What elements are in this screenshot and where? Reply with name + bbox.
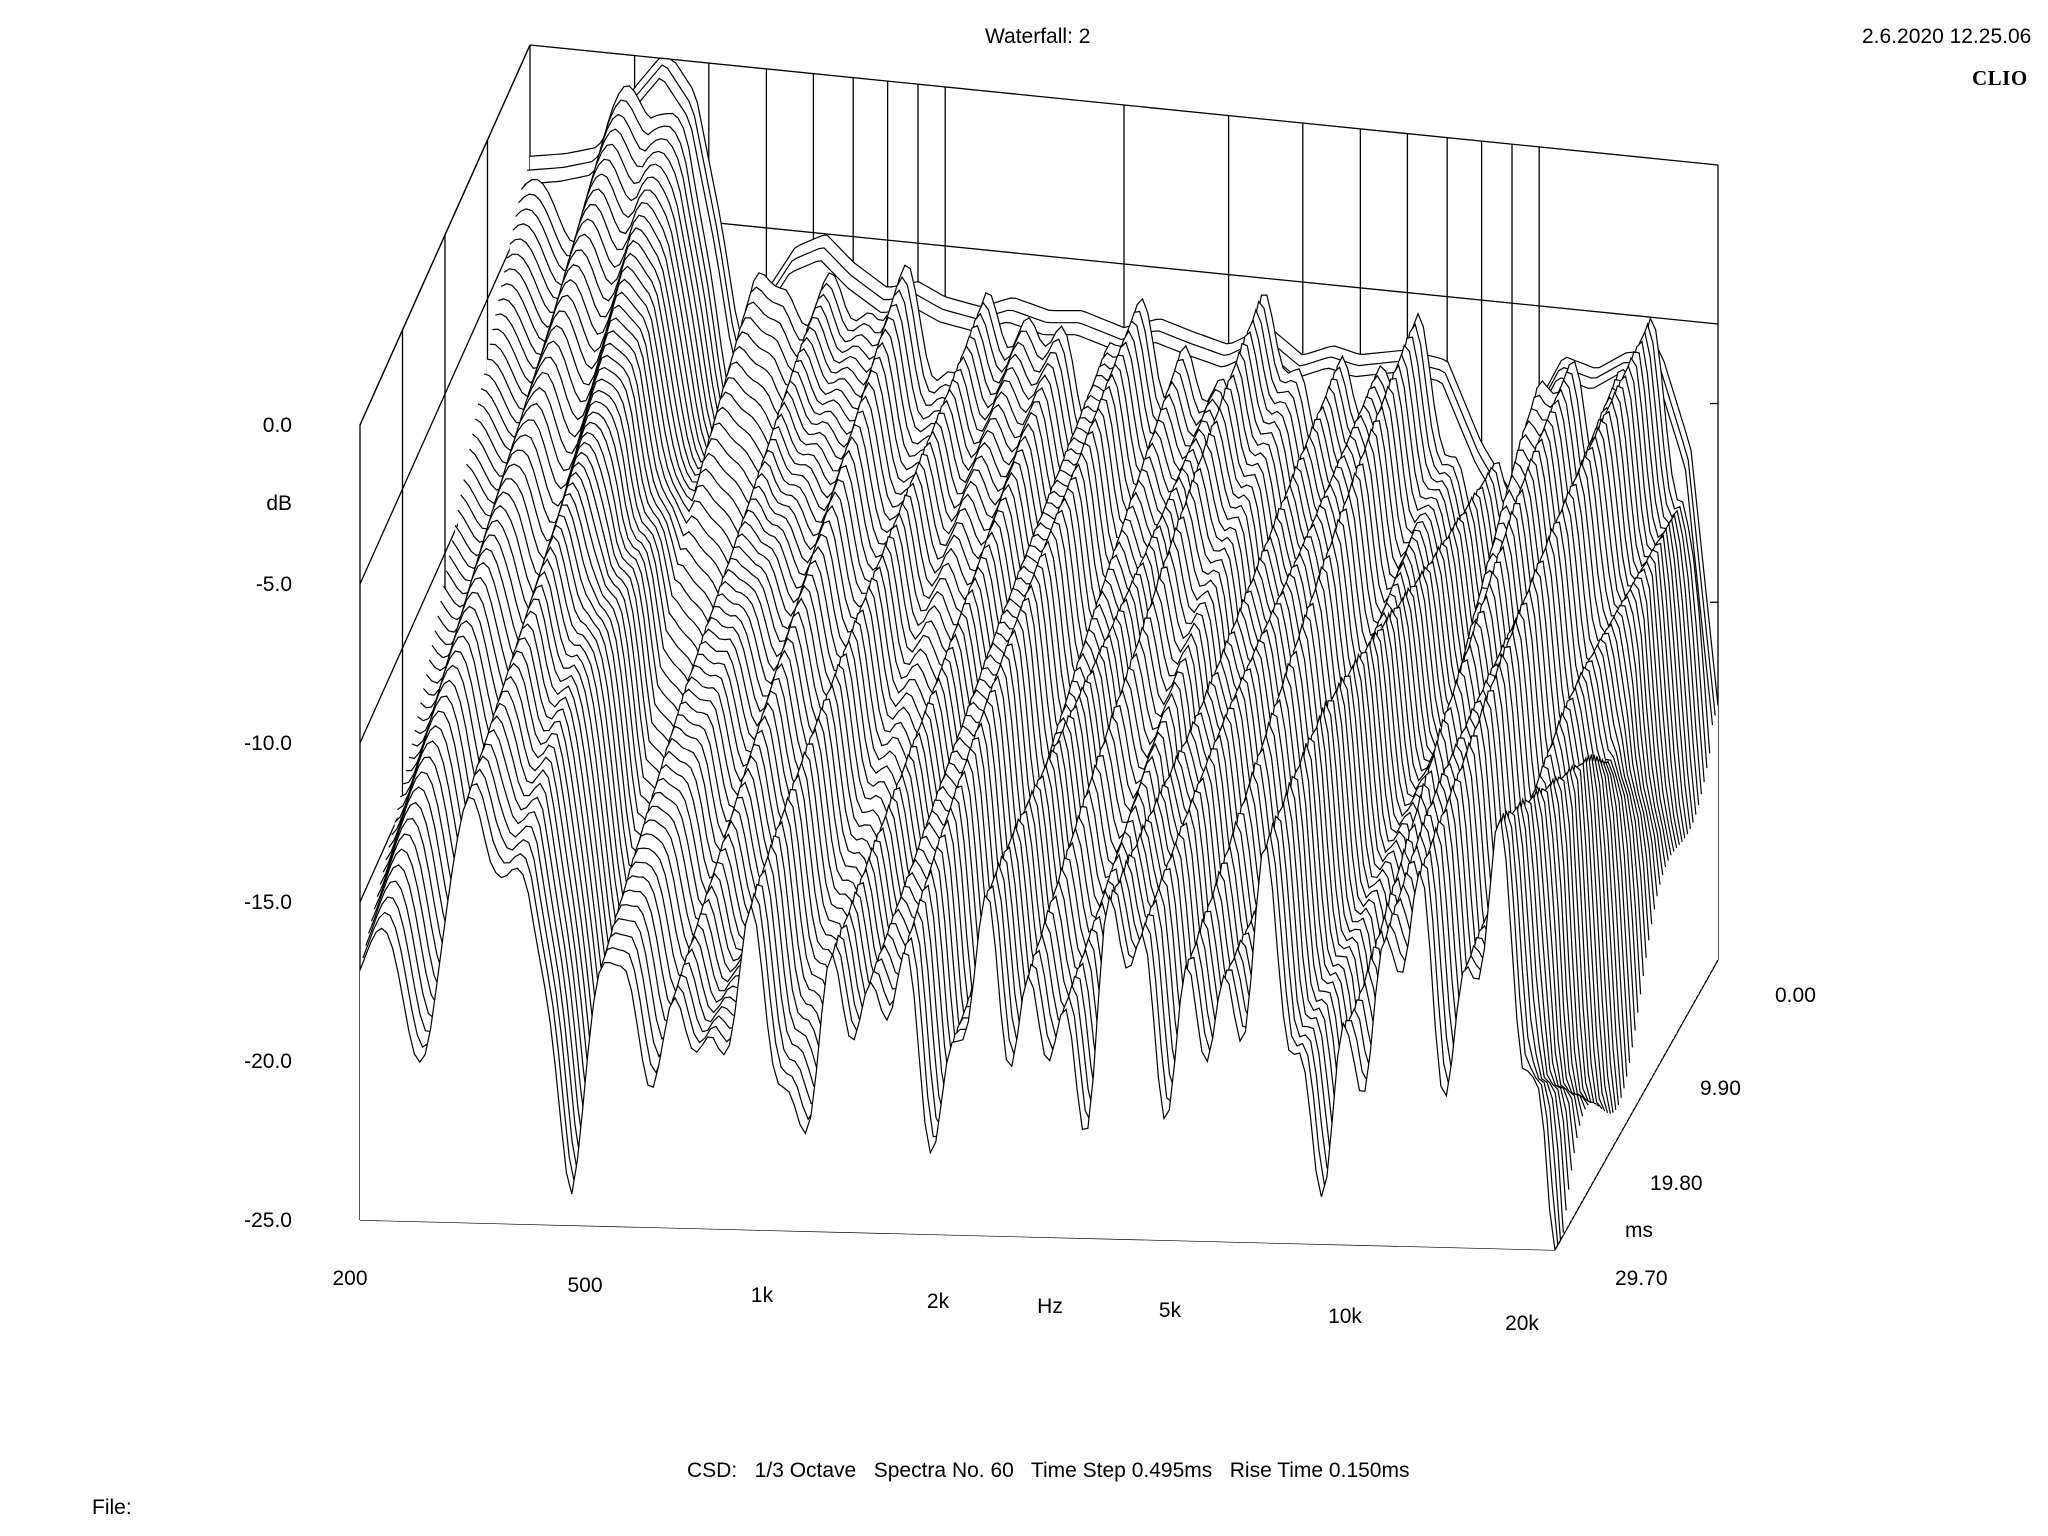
y-tick-label: -15.0: [244, 891, 292, 914]
spectra-slices: [359, 57, 1719, 1251]
spectrum-slice-60: [359, 796, 1556, 1251]
x-tick-label: 2k: [927, 1290, 950, 1313]
spectrum-slice-59: [362, 783, 1559, 1246]
spectrum-slice-55: [373, 729, 1570, 1190]
x-tick-label: 200: [332, 1267, 367, 1290]
z-tick-label: 19.80: [1650, 1172, 1703, 1195]
z-axis-label: ms: [1625, 1219, 1653, 1242]
spectrum-slice-56: [370, 743, 1567, 1211]
spectrum-slice-58: [365, 768, 1562, 1241]
x-axis-label: Hz: [1037, 1295, 1063, 1318]
x-tick-label: 20k: [1505, 1312, 1539, 1335]
y-axis-label: dB: [266, 492, 292, 515]
z-tick-label: 9.90: [1700, 1077, 1741, 1100]
timestamp: 2.6.2020 12.25.06: [1862, 25, 2032, 48]
x-tick-label: 5k: [1159, 1299, 1182, 1322]
footer-info: CSD: 1/3 Octave Spectra No. 60 Time Step…: [687, 1459, 1410, 1482]
axis-labels: 0.0 -5.0 -10.0 -15.0 -20.0 -25.0 dB 200 500 1k 2k 5…: [244, 414, 1816, 1335]
file-label: File:: [92, 1496, 132, 1519]
x-tick-label: 500: [567, 1274, 602, 1297]
chart-title: Waterfall: 2: [985, 25, 1091, 48]
time-axis-line: [1554, 959, 1719, 1251]
y-tick-label: -25.0: [244, 1209, 292, 1232]
x-tick-label: 10k: [1328, 1305, 1362, 1328]
spectrum-slice-57: [368, 755, 1564, 1233]
y-tick-label: -10.0: [244, 732, 292, 755]
x-tick-label: 1k: [751, 1284, 774, 1307]
brand-logo-text: CLIO: [1972, 66, 2028, 90]
y-tick-label: 0.0: [263, 414, 292, 437]
z-tick-label: 29.70: [1615, 1267, 1668, 1290]
z-tick-label: 0.00: [1775, 984, 1816, 1007]
y-tick-label: -5.0: [256, 573, 292, 596]
y-tick-label: -20.0: [244, 1050, 292, 1073]
